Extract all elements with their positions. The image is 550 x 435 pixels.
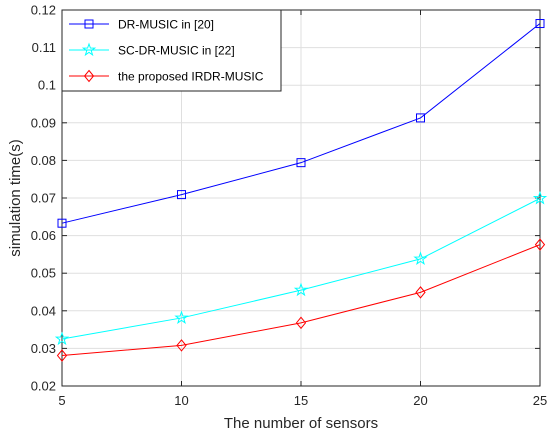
axis-ticks: 5 10 15 20 25 0.02 0.03 0.04 0.05 0.06 0.07 0.08 0.0… [31, 3, 548, 409]
square-marker [416, 113, 425, 123]
square-marker [177, 190, 186, 200]
y-tick-label: 0.04 [31, 303, 56, 318]
legend-entry-label: DR-MUSIC in [20] [118, 18, 214, 32]
x-tick-label: 20 [413, 393, 427, 408]
series-line [61, 197, 541, 340]
y-tick-label: 0.03 [31, 341, 56, 356]
x-tick-label: 10 [174, 393, 188, 408]
square-marker [535, 19, 545, 29]
legend: DR-MUSIC in [20] SC-DR-MUSIC in [22] the p… [61, 9, 282, 92]
diamond-marker [295, 316, 307, 330]
diamond-marker [56, 349, 68, 362]
diamond-marker [176, 339, 187, 352]
y-axis-label: simulation time(s) [7, 139, 24, 257]
y-tick-label: 0.02 [31, 379, 56, 394]
diamond-marker [415, 286, 426, 299]
legend-entry-label: SC-DR-MUSIC in [22] [118, 44, 235, 58]
star-marker [293, 282, 309, 297]
square-marker [296, 158, 306, 168]
star-marker [54, 331, 70, 346]
x-axis-label: The number of sensors [224, 415, 378, 432]
x-tick-label: 15 [294, 393, 308, 408]
y-tick-label: 0.11 [32, 40, 56, 55]
y-tick-label: 0.09 [31, 115, 56, 130]
square-marker [57, 218, 67, 228]
series-group [56, 238, 546, 362]
y-tick-label: 0.07 [31, 191, 56, 206]
star-marker [413, 251, 428, 266]
y-tick-label: 0.06 [31, 228, 56, 243]
series-line [61, 23, 541, 224]
legend-entry-label: the proposed IRDR-MUSIC [118, 70, 264, 84]
y-tick-label: 0.12 [31, 3, 56, 18]
star-marker [81, 42, 97, 57]
series-group [54, 190, 548, 346]
diamond-marker [534, 238, 546, 251]
y-tick-label: 0.08 [31, 153, 56, 168]
square-marker [84, 19, 94, 29]
star-marker [532, 190, 548, 205]
series-group [57, 19, 545, 228]
series-line [61, 244, 541, 357]
series-layer [54, 19, 548, 362]
diamond-marker [83, 69, 95, 83]
star-marker [174, 310, 189, 325]
y-tick-label: 0.1 [38, 78, 56, 93]
x-tick-label: 25 [533, 393, 547, 408]
grid-lines [61, 9, 541, 387]
x-tick-label: 5 [58, 393, 65, 408]
y-tick-label: 0.05 [31, 266, 56, 281]
